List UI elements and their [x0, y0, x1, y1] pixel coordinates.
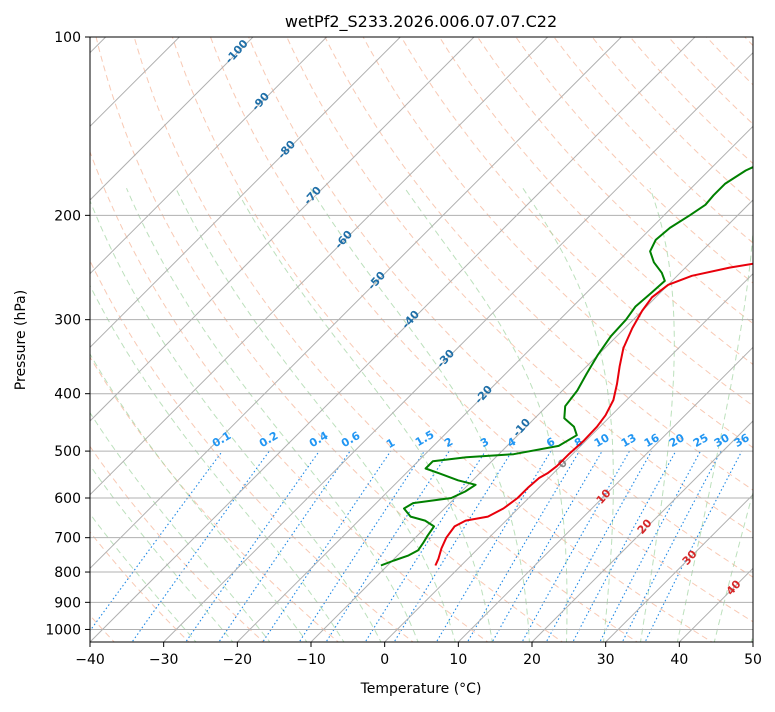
x-tick-label: 20: [523, 652, 541, 668]
y-tick-label: 600: [54, 491, 81, 507]
y-axis: 1000 900 800 700 600 500 400 300 200 100: [45, 30, 90, 638]
dry-adiabat-line: [629, 37, 753, 165]
dry-adiabat-line: [248, 37, 753, 578]
x-tick-label: 50: [744, 652, 762, 668]
x-tick-label: −20: [223, 652, 253, 668]
y-tick-label: 100: [54, 30, 81, 46]
x-axis: −40 −30 −20 −10 0 10 20 30 40 50: [75, 642, 762, 668]
moist-adiabat-line: [90, 513, 197, 642]
dry-adiabat-line: [515, 37, 753, 284]
x-axis-label: Temperature (°C): [360, 681, 482, 697]
isotherm-line: [90, 37, 622, 570]
x-tick-label: −40: [75, 652, 105, 668]
y-axis-label: Pressure (hPa): [13, 290, 29, 390]
dry-adiabat-line: [90, 445, 265, 642]
dry-adiabat-line: [171, 37, 713, 642]
dry-adiabat-line: [476, 37, 753, 325]
isotherm-line: [531, 420, 753, 642]
isotherm-line: [90, 37, 549, 496]
dry-adiabat-line: [95, 37, 564, 642]
dry-adiabat-line: [362, 37, 753, 449]
isotherm-line: [310, 199, 753, 642]
mixing-ratio-line: [298, 450, 425, 642]
x-tick-label: 30: [597, 652, 615, 668]
isotherm-line: [90, 37, 475, 422]
y-tick-label: 700: [54, 531, 81, 547]
mixing-ratio-line: [435, 450, 552, 642]
y-tick-label: 1000: [45, 622, 81, 638]
y-tick-label: 200: [54, 208, 81, 224]
mixing-ratio-line: [393, 450, 513, 642]
sounding-series: [380, 166, 753, 567]
mixing-ratio-line: [521, 450, 630, 642]
dry-adiabat-line: [133, 37, 638, 642]
plot-frame: [89, 36, 754, 643]
moist-adiabat-line: [713, 490, 753, 642]
moist-adiabat-line: [404, 187, 568, 642]
moist-adiabat-line: [126, 187, 419, 642]
moist-adiabat-line: [90, 464, 234, 642]
background-lines: [90, 37, 753, 642]
dewpoint-trace: [380, 166, 753, 567]
y-tick-label: 800: [54, 565, 81, 581]
moist-adiabat-line: [235, 187, 493, 642]
mixing-ratio-line: [621, 450, 722, 642]
isotherm-line: [90, 37, 696, 642]
isotherm-line: [90, 37, 328, 275]
y-tick-label: 300: [54, 313, 81, 329]
moist-adiabat-line: [90, 199, 382, 642]
chart-title: wetPf2_S233.2026.006.07.07.C22: [285, 12, 557, 32]
x-tick-label: 10: [449, 652, 467, 668]
dry-adiabat-line: [90, 356, 340, 642]
moist-adiabat-line: [676, 226, 753, 642]
moist-adiabat-line: [175, 187, 456, 642]
moist-adiabat-line: [639, 188, 675, 642]
dry-adiabat-line: [400, 37, 753, 407]
moist-adiabat-line: [522, 187, 614, 642]
isotherm-line: [605, 493, 753, 642]
isotherm-line: [384, 272, 753, 642]
x-tick-label: 0: [380, 652, 389, 668]
mixing-ratio-line: [644, 450, 743, 642]
mixing-ratio-line: [466, 450, 580, 642]
dry-adiabat-line: [90, 259, 414, 642]
dry-adiabat-line: [324, 37, 753, 491]
isotherm-line: [236, 125, 753, 642]
isotherm-line: [457, 346, 753, 642]
temperature-trace: [434, 262, 753, 566]
mixing-ratio-line: [218, 450, 351, 642]
x-tick-label: −30: [149, 652, 179, 668]
x-tick-label: −10: [296, 652, 326, 668]
mixing-ratio-line: [572, 450, 677, 642]
y-tick-label: 900: [54, 595, 81, 611]
y-tick-label: 400: [54, 387, 81, 403]
dry-adiabat-line: [209, 37, 753, 623]
isotherm-line: [90, 37, 254, 201]
mixing-ratio-line: [185, 450, 320, 642]
dry-adiabat-line: [90, 150, 489, 642]
isotherm-line: [163, 51, 753, 642]
mixing-ratio-line: [599, 450, 701, 642]
moist-adiabat-line: [90, 284, 345, 642]
dry-adiabat-line: [438, 37, 753, 366]
mixing-ratio-line: [491, 450, 603, 642]
y-tick-label: 500: [54, 444, 81, 460]
isotherm-line: [90, 37, 401, 349]
x-tick-label: 40: [670, 652, 688, 668]
dry-adiabat-line: [286, 37, 753, 534]
